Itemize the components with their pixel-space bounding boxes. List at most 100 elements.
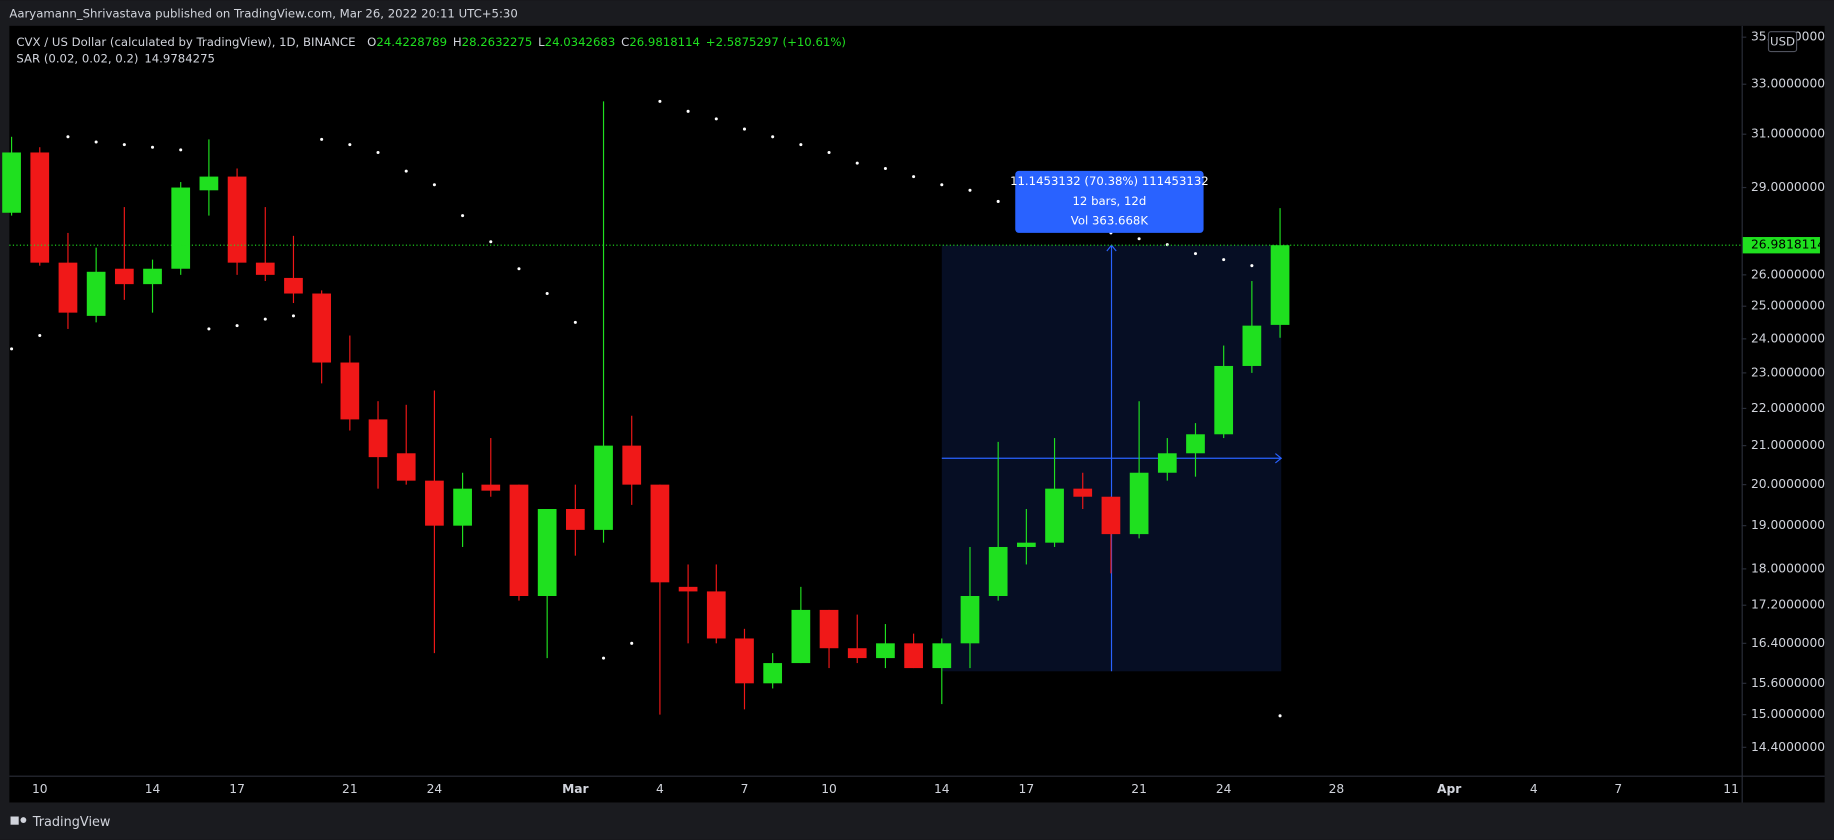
y-tick-label: 23.0000000 (1751, 365, 1825, 379)
sar-dot (912, 175, 916, 179)
sar-dot (404, 169, 408, 173)
y-tick-label: 18.0000000 (1751, 561, 1825, 575)
measure-h-head (1275, 453, 1283, 464)
candle-body (509, 484, 529, 596)
candle-body (171, 187, 191, 269)
candle-body (284, 277, 303, 294)
y-tick-label: 17.2000000 (1751, 598, 1825, 612)
sar-dot (94, 140, 98, 144)
candle-body (368, 419, 388, 458)
sar-dot (489, 240, 493, 244)
candle-body (1017, 542, 1036, 547)
publisher-header: Aaryamann_Shrivastava published on Tradi… (9, 7, 517, 21)
legend-line: CVX / US Dollar (calculated by TradingVi… (16, 35, 846, 49)
y-tick-label: 14.4000000 (1751, 740, 1825, 754)
sar-dot (996, 199, 1000, 203)
candle-body (847, 648, 867, 659)
sar-dot (602, 656, 606, 660)
candle-body (1101, 496, 1121, 535)
candle-body (453, 488, 472, 526)
candle-body (1045, 488, 1064, 543)
candle-body (622, 445, 642, 485)
x-tick-label: 24 (427, 782, 443, 796)
candle-body (425, 480, 444, 526)
ohlc-key: L (538, 35, 545, 49)
sar-dot (1250, 264, 1254, 268)
measure-tooltip-line: Vol 363.668K (1071, 214, 1149, 228)
candle-body (904, 643, 923, 669)
measure-tooltip-line: 12 bars, 12d (1073, 194, 1147, 208)
y-tick-label: 33.0000000 (1751, 77, 1825, 91)
sar-value: 14.9784275 (144, 51, 215, 65)
candle-body (1214, 365, 1234, 435)
ohlc-value: 28.2632275 (462, 35, 533, 49)
y-tick-label: 21.0000000 (1751, 438, 1825, 452)
candle-body (1186, 434, 1205, 454)
candle-body (565, 508, 585, 530)
legend-title: CVX / US Dollar (calculated by TradingVi… (16, 35, 355, 49)
sar-dot (122, 143, 126, 147)
sar-dot (348, 143, 352, 147)
sar-dot (235, 324, 239, 328)
candle-body (1073, 488, 1093, 497)
ohlc-value: 26.9818114 (629, 35, 700, 49)
x-tick-label: 7 (741, 782, 749, 796)
y-tick-label: 26.0000000 (1751, 267, 1825, 281)
sar-dot (263, 317, 267, 321)
ohlc-key: H (453, 35, 462, 49)
sar-dot (1278, 714, 1282, 718)
candle-body (791, 609, 811, 664)
sar-dot (66, 135, 70, 139)
candle-body (312, 293, 332, 363)
candle-body (594, 445, 613, 530)
candle-body (2, 152, 21, 213)
measure-tooltip (1015, 170, 1204, 233)
candle-body (1270, 245, 1290, 325)
candle-body (1242, 325, 1262, 366)
sar-dot (742, 127, 746, 131)
sar-dot (1193, 252, 1198, 256)
sar-dot (151, 145, 155, 149)
x-tick-label: 14 (145, 782, 161, 796)
y-tick-label: 15.6000000 (1751, 676, 1825, 690)
sar-dot (714, 117, 718, 121)
sar-dot (658, 99, 662, 103)
sar-dot (686, 109, 690, 113)
x-tick-label: 14 (934, 782, 950, 796)
candle-body (537, 508, 557, 596)
x-tick-label: 7 (1614, 782, 1622, 796)
y-tick-label: 16.4000000 (1751, 636, 1825, 650)
measure-tooltip-line: 11.1453132 (70.38%) 111453132 (1010, 174, 1209, 188)
currency-box (1767, 31, 1798, 53)
x-tick-label: 10 (32, 782, 48, 796)
ohlc-value: 24.0342683 (545, 35, 616, 49)
x-tick-label: 21 (342, 782, 358, 796)
last-price-tag (1742, 237, 1820, 254)
sar-dot (10, 347, 14, 351)
candle-body (1157, 453, 1177, 473)
candle-body (255, 262, 275, 275)
sar-dot (855, 161, 859, 165)
ohlc-key: C (621, 35, 629, 49)
sar-dot (883, 166, 887, 170)
footer-brand[interactable]: TradingView (32, 815, 111, 830)
candle-body (932, 643, 952, 669)
x-tick-label: 4 (1530, 782, 1538, 796)
tv-logo (10, 816, 27, 825)
candle-body (340, 362, 360, 420)
candle-body (1129, 472, 1149, 535)
sar-name: SAR (0.02, 0.02, 0.2) (16, 51, 138, 65)
x-tick-label: 28 (1329, 782, 1345, 796)
candle-body (199, 176, 219, 191)
y-tick-label: 25.0000000 (1751, 299, 1825, 313)
ohlc-value: 24.4228789 (376, 35, 447, 49)
sar-dot (320, 137, 324, 141)
chart-area (9, 25, 1825, 803)
candle-body (86, 271, 106, 316)
y-tick-label: 15.0000000 (1751, 707, 1825, 721)
sar-dot (179, 148, 183, 152)
candle-body (143, 268, 162, 285)
x-tick-label: 17 (229, 782, 245, 796)
